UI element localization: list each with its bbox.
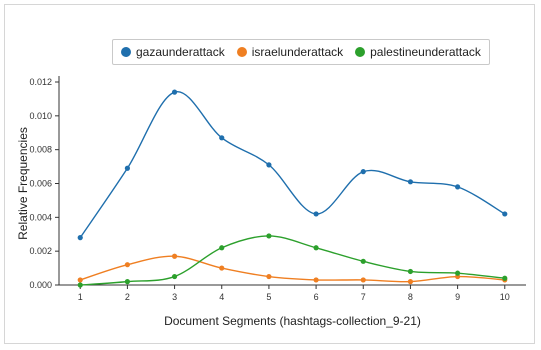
x-tick-label: 10	[500, 292, 510, 302]
y-tick-label: 0.010	[29, 111, 52, 121]
legend-item-palestineunderattack[interactable]: palestineunderattack	[355, 45, 481, 59]
data-point-israelunderattack[interactable]	[360, 277, 366, 283]
legend-item-israelunderattack[interactable]: israelunderattack	[236, 45, 344, 59]
x-tick-label: 3	[172, 292, 177, 302]
legend-label: palestineunderattack	[370, 45, 481, 59]
data-point-gazaunderattack[interactable]	[360, 169, 366, 175]
data-point-gazaunderattack[interactable]	[407, 179, 414, 185]
data-point-gazaunderattack[interactable]	[171, 89, 178, 95]
data-point-israelunderattack[interactable]	[219, 265, 225, 271]
data-point-palestineunderattack[interactable]	[266, 233, 272, 239]
data-point-palestineunderattack[interactable]	[219, 245, 225, 251]
data-point-palestineunderattack[interactable]	[124, 279, 130, 285]
x-tick-label: 2	[125, 292, 130, 302]
data-point-gazaunderattack[interactable]	[266, 162, 272, 168]
data-point-israelunderattack[interactable]	[124, 262, 130, 268]
x-tick-label: 6	[314, 292, 319, 302]
series-lines	[79, 91, 506, 286]
x-tick-label: 4	[219, 292, 224, 302]
y-tick-label: 0.000	[29, 280, 52, 290]
x-axis-title: Document Segments (hashtags-collection_9…	[164, 314, 421, 328]
data-point-palestineunderattack[interactable]	[502, 275, 508, 281]
axes: 0.000 0.002 0.004 0.006 0.008 0.010 0.012 1 2 3 4 5…	[29, 76, 526, 302]
data-point-israelunderattack[interactable]	[266, 273, 272, 280]
x-tick-label: 1	[78, 292, 83, 302]
data-point-israelunderattack[interactable]	[77, 277, 83, 283]
x-tick-label: 8	[408, 292, 413, 302]
series-line-palestineunderattack	[80, 235, 505, 286]
legend-label: israelunderattack	[251, 45, 344, 59]
chart-legend: gazaunderattack israelunderattack palest…	[112, 39, 490, 65]
y-tick-label: 0.004	[29, 212, 52, 222]
y-axis-title: Relative Frequencies	[16, 127, 30, 240]
data-point-palestineunderattack[interactable]	[455, 270, 461, 276]
y-tick-label: 0.006	[29, 179, 52, 189]
data-points	[77, 89, 508, 288]
legend-swatch	[355, 47, 366, 57]
data-point-israelunderattack[interactable]	[171, 253, 178, 259]
data-point-palestineunderattack[interactable]	[407, 268, 414, 275]
x-tick-label: 9	[455, 292, 460, 302]
x-tick-label: 7	[361, 292, 366, 302]
legend-item-gazaunderattack[interactable]: gazaunderattack	[121, 45, 225, 59]
data-point-palestineunderattack[interactable]	[360, 258, 366, 264]
legend-swatch	[121, 47, 131, 57]
y-tick-label: 0.012	[29, 77, 52, 87]
series-line-gazaunderattack	[79, 91, 506, 239]
legend-label: gazaunderattack	[136, 45, 225, 59]
data-point-palestineunderattack[interactable]	[313, 245, 319, 251]
data-point-palestineunderattack[interactable]	[171, 273, 178, 280]
series-line-israelunderattack	[80, 255, 505, 283]
data-point-gazaunderattack[interactable]	[124, 165, 130, 171]
y-tick-label: 0.002	[29, 246, 52, 256]
data-point-gazaunderattack[interactable]	[455, 184, 461, 190]
data-point-israelunderattack[interactable]	[407, 279, 414, 285]
y-tick-label: 0.008	[29, 145, 52, 155]
data-point-palestineunderattack[interactable]	[77, 282, 83, 288]
data-point-israelunderattack[interactable]	[313, 277, 319, 283]
legend-swatch	[236, 47, 247, 57]
data-point-gazaunderattack[interactable]	[219, 135, 225, 141]
x-tick-label: 5	[266, 292, 271, 302]
data-point-gazaunderattack[interactable]	[313, 211, 319, 217]
data-point-gazaunderattack[interactable]	[502, 211, 508, 217]
data-point-gazaunderattack[interactable]	[77, 235, 83, 241]
